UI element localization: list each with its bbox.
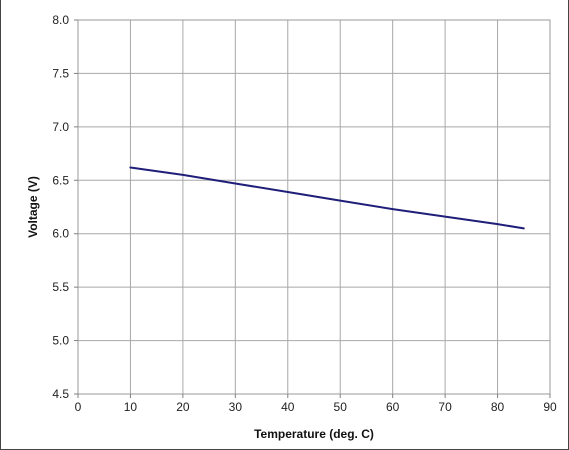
y-tick-label: 4.5 [52,387,69,401]
x-tick-label: 60 [386,400,400,414]
x-tick-label: 0 [75,400,82,414]
x-tick-label: 40 [281,400,295,414]
plot-area [77,19,551,395]
y-tick-label: 8.0 [52,13,69,27]
x-axis-ticks: 0 10 20 30 40 50 60 70 80 90 [75,394,557,414]
y-axis-ticks: 4.5 5.0 5.5 6.0 6.5 7.0 7.5 8.0 [52,13,78,401]
y-tick-label: 5.0 [52,334,69,348]
x-tick-label: 10 [124,400,138,414]
y-tick-label: 7.0 [52,120,69,134]
x-tick-label: 30 [229,400,243,414]
y-tick-label: 7.5 [52,66,69,80]
x-axis-title: Temperature (deg. C) [254,427,374,441]
y-tick-label: 6.5 [52,173,69,187]
x-tick-label: 90 [543,400,557,414]
grid [77,19,551,395]
y-tick-label: 6.0 [52,227,69,241]
x-tick-label: 70 [438,400,452,414]
series-layer [129,166,525,230]
x-tick-label: 50 [334,400,348,414]
series-line-0 [129,166,525,230]
x-tick-label: 80 [491,400,505,414]
y-tick-label: 5.5 [52,280,69,294]
x-tick-label: 20 [176,400,190,414]
y-axis-title: Voltage (V) [26,176,40,238]
